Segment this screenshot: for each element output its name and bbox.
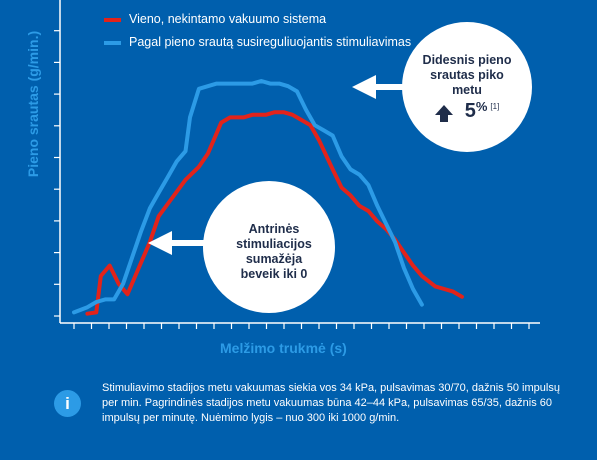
legend-item-blue: Pagal pieno srautą susireguliuojantis st… xyxy=(104,31,411,54)
callout-peak-arrow xyxy=(352,75,405,99)
callout-secondary-line4: beveik iki 0 xyxy=(240,267,308,281)
callout-peak-unit: % xyxy=(475,99,488,114)
callout-secondary: Antrinės stimuliacijos sumažėja beveik i… xyxy=(222,222,326,282)
chart-legend: Vieno, nekintamo vakuumo sistema Pagal p… xyxy=(104,8,411,54)
callout-peak-ref: [1] xyxy=(490,102,500,111)
callout-peak-value: 5 xyxy=(464,100,476,122)
callout-peak: Didesnis pieno srautas piko metu 5 % [1] xyxy=(417,53,517,122)
info-note: Stimuliavimo stadijos metu vakuumas siek… xyxy=(102,382,560,424)
series-line-blue xyxy=(72,79,424,315)
callout-secondary-arrow xyxy=(148,231,208,255)
info-icon: i xyxy=(54,390,81,417)
callout-layer xyxy=(148,22,532,313)
callout-secondary-line1: Antrinės xyxy=(248,222,300,236)
arrow-up-icon xyxy=(434,105,453,122)
callout-peak-line2: srautas piko metu xyxy=(430,68,504,97)
callout-secondary-line2: stimuliacijos xyxy=(236,237,312,251)
callout-peak-value-row: 5 % [1] xyxy=(417,99,517,122)
legend-swatch-red xyxy=(104,17,121,22)
legend-label-blue: Pagal pieno srautą susireguliuojantis st… xyxy=(129,35,412,49)
series-line-red xyxy=(85,110,464,316)
legend-swatch-blue xyxy=(104,40,121,45)
chart-axes xyxy=(54,0,540,329)
legend-label-red: Vieno, nekintamo vakuumo sistema xyxy=(129,12,327,26)
series-layer xyxy=(72,79,464,316)
callout-secondary-line3: sumažėja xyxy=(245,252,303,266)
legend-item-red: Vieno, nekintamo vakuumo sistema xyxy=(104,8,411,31)
y-axis-label: Pieno srautas (g/min.) xyxy=(25,30,41,178)
x-axis-label: Melžimo trukmė (s) xyxy=(220,340,347,356)
callout-peak-circle xyxy=(402,22,532,152)
callout-peak-line1: Didesnis pieno xyxy=(422,53,512,67)
callout-secondary-circle xyxy=(203,181,335,313)
